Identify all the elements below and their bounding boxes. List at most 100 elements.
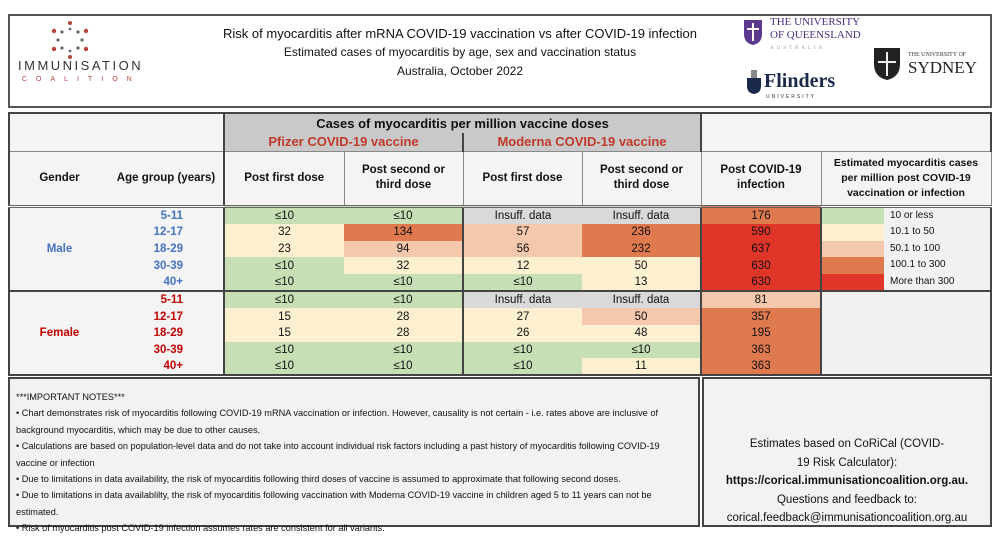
legend-label: More than 300 [884, 273, 990, 291]
value-cell: 23 [224, 240, 344, 258]
flinders-crest-icon [747, 70, 761, 94]
legend-blank [821, 308, 992, 326]
value-cell: ≤10 [463, 358, 582, 377]
value-cell: 32 [224, 224, 344, 241]
column-header: Post first dose [223, 150, 345, 208]
table-row: 12-17 32 134 57 236 590 10.1 to 50 [9, 224, 992, 241]
table-row: 40+ ≤10 ≤10 ≤10 13 630 More than 300 [9, 273, 992, 293]
value-cell: ≤10 [224, 257, 344, 274]
value-cell: ≤10 [463, 273, 582, 293]
notes-heading: ***IMPORTANT NOTES*** [16, 392, 125, 402]
important-notes: ***IMPORTANT NOTES*** • Chart demonstrat… [8, 377, 700, 533]
note-item: • Due to limitations in data availabilit… [16, 474, 621, 485]
value-cell: Insuff. data [463, 291, 582, 309]
value-cell: ≤10 [224, 206, 344, 225]
value-cell: ≤10 [463, 341, 582, 359]
gender-cell: Male [8, 206, 109, 293]
value-cell: 81 [701, 291, 822, 309]
value-cell: 15 [224, 325, 344, 342]
age-group-cell: 12-17 [109, 224, 225, 241]
uq-crest-icon [744, 20, 762, 45]
age-group-cell: 40+ [109, 358, 225, 377]
table-row: 30-39 ≤10 32 12 50 630 100.1 to 300 [9, 257, 992, 274]
value-cell: 630 [701, 273, 822, 293]
value-cell: 363 [701, 341, 822, 359]
info-text: Estimates based on CoRiCal (COVID-19 Ris… [749, 438, 945, 469]
legend-blank [821, 325, 992, 342]
group-header: Cases of myocarditis per million vaccine… [224, 112, 702, 133]
column-header: Age group (years) [109, 150, 225, 208]
age-group-cell: 5-11 [109, 291, 225, 309]
uq-line3: AUSTRALIA [770, 46, 826, 51]
value-cell: 32 [344, 257, 464, 274]
value-cell: 12 [463, 257, 582, 274]
age-group-cell: 40+ [109, 273, 225, 293]
gender-cell: Female [8, 291, 109, 377]
feedback-email[interactable]: corical.feedback@immunisationcoalition.o… [726, 512, 968, 524]
value-cell: 28 [344, 325, 464, 342]
value-cell: 57 [463, 224, 582, 241]
value-cell: 176 [701, 206, 822, 225]
sydney-line1: THE UNIVERSITY OF [908, 52, 967, 58]
report-header [8, 14, 992, 108]
sydney-crest-icon [874, 48, 900, 80]
value-cell: 13 [582, 273, 702, 293]
value-cell: 637 [701, 240, 822, 258]
value-cell: 232 [582, 240, 702, 258]
legend-label: 10.1 to 50 [884, 224, 990, 241]
age-group-cell: 18-29 [109, 240, 225, 258]
legend-swatch [822, 257, 884, 274]
value-cell: 357 [701, 308, 822, 326]
value-cell: Insuff. data [463, 206, 582, 225]
value-cell: ≤10 [344, 273, 464, 293]
myocarditis-table: Cases of myocarditis per million vaccine… [8, 112, 992, 377]
logo-text: IMMUNISATION [18, 58, 144, 73]
value-cell: ≤10 [344, 206, 464, 225]
blank-header [8, 112, 225, 151]
title-block: Risk of myocarditis after mRNA COVID-19 … [180, 24, 740, 81]
age-group-cell: 12-17 [109, 308, 225, 326]
note-item: • Chart demonstrates risk of myocarditis… [16, 408, 659, 435]
value-cell: ≤10 [224, 291, 344, 309]
value-cell: 56 [463, 240, 582, 258]
sydney-logo: THE UNIVERSITY OF SYDNEY [872, 46, 992, 86]
table-row: Male 5-11 ≤10 ≤10 Insuff. data Insuff. data 17… [8, 206, 992, 293]
value-cell: ≤10 [224, 273, 344, 293]
legend-label: 10 or less [884, 207, 990, 225]
value-cell: 630 [701, 257, 822, 274]
uq-line1: THE UNIVERSITY [770, 16, 861, 28]
legend-swatch [822, 207, 884, 225]
table-row: 18-29 15 28 26 48 195 [9, 325, 992, 342]
table-row: 30-39 ≤10 ≤10 ≤10 ≤10 363 [9, 341, 992, 359]
value-cell: 26 [463, 325, 582, 342]
flinders-sub: UNIVERSITY [766, 94, 817, 100]
value-cell: 94 [344, 240, 464, 258]
value-cell: ≤10 [344, 291, 464, 309]
value-cell: ≤10 [344, 358, 464, 377]
legend-label: 100.1 to 300 [884, 257, 990, 274]
value-cell: 195 [701, 325, 822, 342]
page-subtitle: Estimated cases of myocarditis by age, s… [283, 45, 637, 59]
value-cell: ≤10 [224, 341, 344, 359]
age-group-cell: 5-11 [109, 206, 225, 225]
value-cell: 50 [582, 308, 702, 326]
legend-swatch [822, 240, 884, 258]
corical-link[interactable]: https://corical.immunisationcoalition.or… [725, 475, 969, 487]
info-panel: Estimates based on CoRiCal (COVID-19 Ris… [702, 377, 992, 527]
value-cell: 236 [582, 224, 702, 241]
pfizer-header: Pfizer COVID-19 vaccine [224, 133, 464, 151]
age-group-cell: 30-39 [109, 257, 225, 274]
value-cell: ≤10 [582, 341, 702, 359]
blank-header-right [701, 112, 992, 151]
value-cell: ≤10 [224, 358, 344, 377]
legend-blank [821, 358, 992, 377]
column-header: Gender [8, 150, 109, 208]
legend-label: 50.1 to 100 [884, 240, 990, 258]
uq-line2: OF QUEENSLAND [770, 29, 861, 41]
legend-blank [821, 291, 992, 309]
table-row: 12-17 15 28 27 50 357 [9, 308, 992, 326]
value-cell: 48 [582, 325, 702, 342]
immunisation-coalition-logo-icon [51, 21, 89, 59]
column-header: Post second or third dose [343, 150, 464, 208]
value-cell: 27 [463, 308, 582, 326]
